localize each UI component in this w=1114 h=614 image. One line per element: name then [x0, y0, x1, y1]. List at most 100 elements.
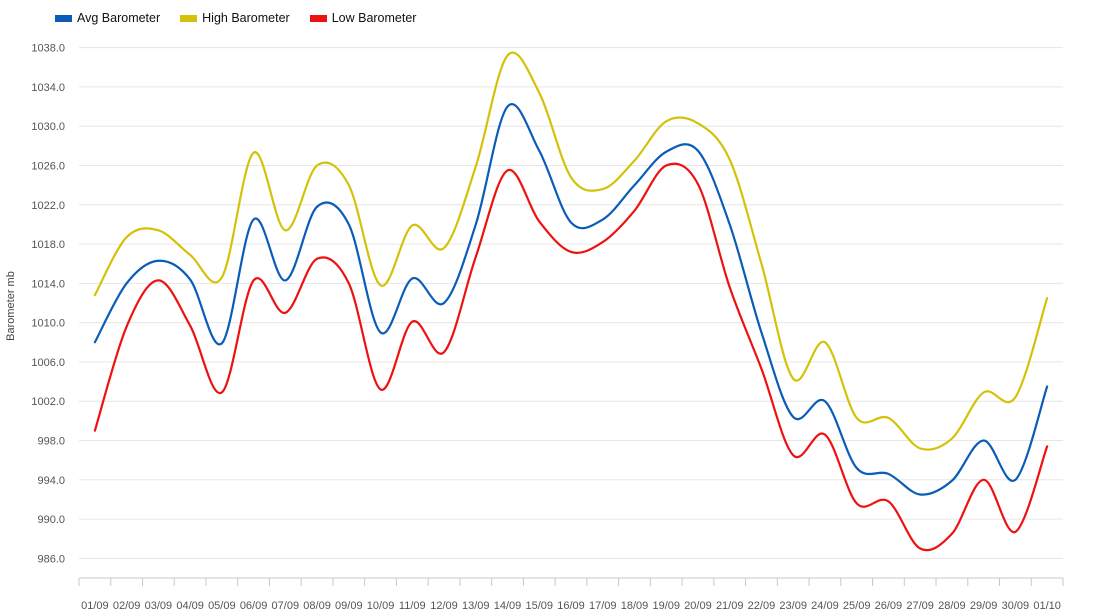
data-point-high-barometer	[348, 184, 350, 186]
data-point-low-barometer	[728, 286, 731, 289]
data-point-low-barometer	[411, 320, 414, 323]
data-point-avg-barometer	[411, 277, 414, 280]
data-point-avg-barometer	[570, 221, 572, 224]
data-point-high-barometer	[157, 229, 160, 232]
x-tick-label: 01/10	[1033, 600, 1061, 612]
data-point-high-barometer	[792, 377, 794, 380]
data-point-high-barometer	[379, 284, 382, 287]
data-point-avg-barometer	[221, 342, 223, 345]
legend-item-avg[interactable]: Avg Barometer	[55, 11, 160, 25]
data-point-high-barometer	[855, 417, 858, 419]
x-tick-label: 04/09	[176, 600, 204, 612]
legend-item-low[interactable]: Low Barometer	[309, 11, 416, 25]
x-tick-label: 23/09	[779, 600, 807, 612]
data-point-avg-barometer	[252, 218, 255, 221]
data-point-high-barometer	[919, 447, 921, 450]
x-tick-label: 08/09	[303, 600, 331, 612]
x-tick-label: 28/09	[938, 600, 966, 612]
data-point-low-barometer	[474, 256, 477, 258]
data-point-high-barometer	[728, 158, 731, 161]
data-point-avg-barometer	[506, 105, 509, 108]
data-point-low-barometer	[792, 454, 794, 457]
data-point-avg-barometer	[379, 331, 382, 334]
data-point-avg-barometer	[665, 150, 668, 153]
data-point-low-barometer	[316, 258, 318, 260]
data-point-high-barometer	[474, 165, 477, 168]
data-point-avg-barometer	[125, 282, 128, 285]
data-point-avg-barometer	[951, 479, 953, 482]
data-point-high-barometer	[570, 176, 572, 179]
y-tick-label: 994.0	[37, 475, 65, 487]
data-point-low-barometer	[284, 312, 287, 314]
data-point-low-barometer	[348, 282, 350, 285]
data-point-avg-barometer	[284, 279, 287, 282]
data-point-low-barometer	[506, 169, 509, 172]
data-point-avg-barometer	[855, 467, 858, 469]
data-point-low-barometer	[443, 351, 445, 353]
data-point-high-barometer	[252, 151, 255, 154]
data-point-avg-barometer	[1014, 478, 1017, 481]
data-point-avg-barometer	[157, 259, 160, 262]
y-tick-label: 1026.0	[31, 161, 65, 173]
x-tick-label: 15/09	[525, 600, 553, 612]
x-tick-label: 29/09	[970, 600, 998, 612]
series-line-avg-barometer	[93, 103, 1049, 496]
x-tick-label: 03/09	[145, 600, 173, 612]
x-tick-label: 02/09	[113, 600, 141, 612]
data-point-high-barometer	[824, 341, 826, 344]
data-point-low-barometer	[379, 388, 382, 391]
data-point-low-barometer	[919, 547, 921, 550]
data-point-low-barometer	[570, 251, 572, 253]
x-tick-label: 26/09	[875, 600, 903, 612]
x-tick-label: 27/09	[906, 600, 934, 612]
data-point-avg-barometer	[760, 331, 763, 334]
data-point-avg-barometer	[474, 223, 477, 226]
data-point-avg-barometer	[443, 302, 445, 304]
x-tick-label: 21/09	[716, 600, 744, 612]
legend-swatch-high	[180, 14, 198, 22]
x-tick-label: 10/09	[367, 600, 395, 612]
legend-item-high[interactable]: High Barometer	[180, 11, 290, 25]
data-point-high-barometer	[94, 294, 96, 296]
data-point-avg-barometer	[824, 400, 826, 403]
y-tick-label: 1030.0	[31, 121, 65, 133]
data-point-avg-barometer	[189, 278, 191, 281]
data-point-low-barometer	[125, 325, 128, 328]
data-point-low-barometer	[982, 478, 985, 481]
legend-label-avg: Avg Barometer	[77, 11, 161, 25]
y-tick-label: 998.0	[37, 436, 65, 448]
y-tick-label: 1006.0	[31, 357, 65, 369]
data-point-low-barometer	[697, 183, 699, 185]
data-point-avg-barometer	[601, 218, 604, 221]
data-point-avg-barometer	[1046, 385, 1048, 388]
data-point-high-barometer	[284, 229, 287, 232]
data-point-low-barometer	[252, 279, 255, 282]
data-point-low-barometer	[633, 209, 636, 212]
legend-swatch-low	[309, 14, 327, 22]
data-point-high-barometer	[601, 188, 604, 190]
x-tick-label: 20/09	[684, 600, 712, 612]
x-tick-label: 07/09	[272, 600, 300, 612]
data-point-avg-barometer	[348, 223, 350, 226]
x-tick-label: 06/09	[240, 600, 268, 612]
data-point-high-barometer	[665, 120, 668, 123]
data-point-high-barometer	[951, 437, 953, 440]
data-point-avg-barometer	[538, 149, 541, 152]
x-tick-label: 24/09	[811, 600, 839, 612]
data-point-high-barometer	[760, 262, 763, 265]
data-point-high-barometer	[633, 159, 636, 162]
x-tick-label: 09/09	[335, 600, 363, 612]
legend: Avg Barometer High Barometer Low Baromet…	[55, 11, 416, 25]
y-tick-label: 1010.0	[31, 318, 65, 330]
data-point-high-barometer	[189, 254, 191, 256]
data-point-high-barometer	[1014, 396, 1017, 399]
y-tick-label: 1014.0	[31, 278, 65, 290]
legend-label-high: High Barometer	[202, 11, 290, 25]
x-tick-label: 12/09	[430, 600, 458, 612]
x-tick-label: 14/09	[494, 600, 522, 612]
data-point-high-barometer	[125, 236, 128, 238]
data-point-low-barometer	[157, 279, 160, 282]
data-point-low-barometer	[1046, 445, 1048, 448]
x-tick-label: 01/09	[81, 600, 109, 612]
